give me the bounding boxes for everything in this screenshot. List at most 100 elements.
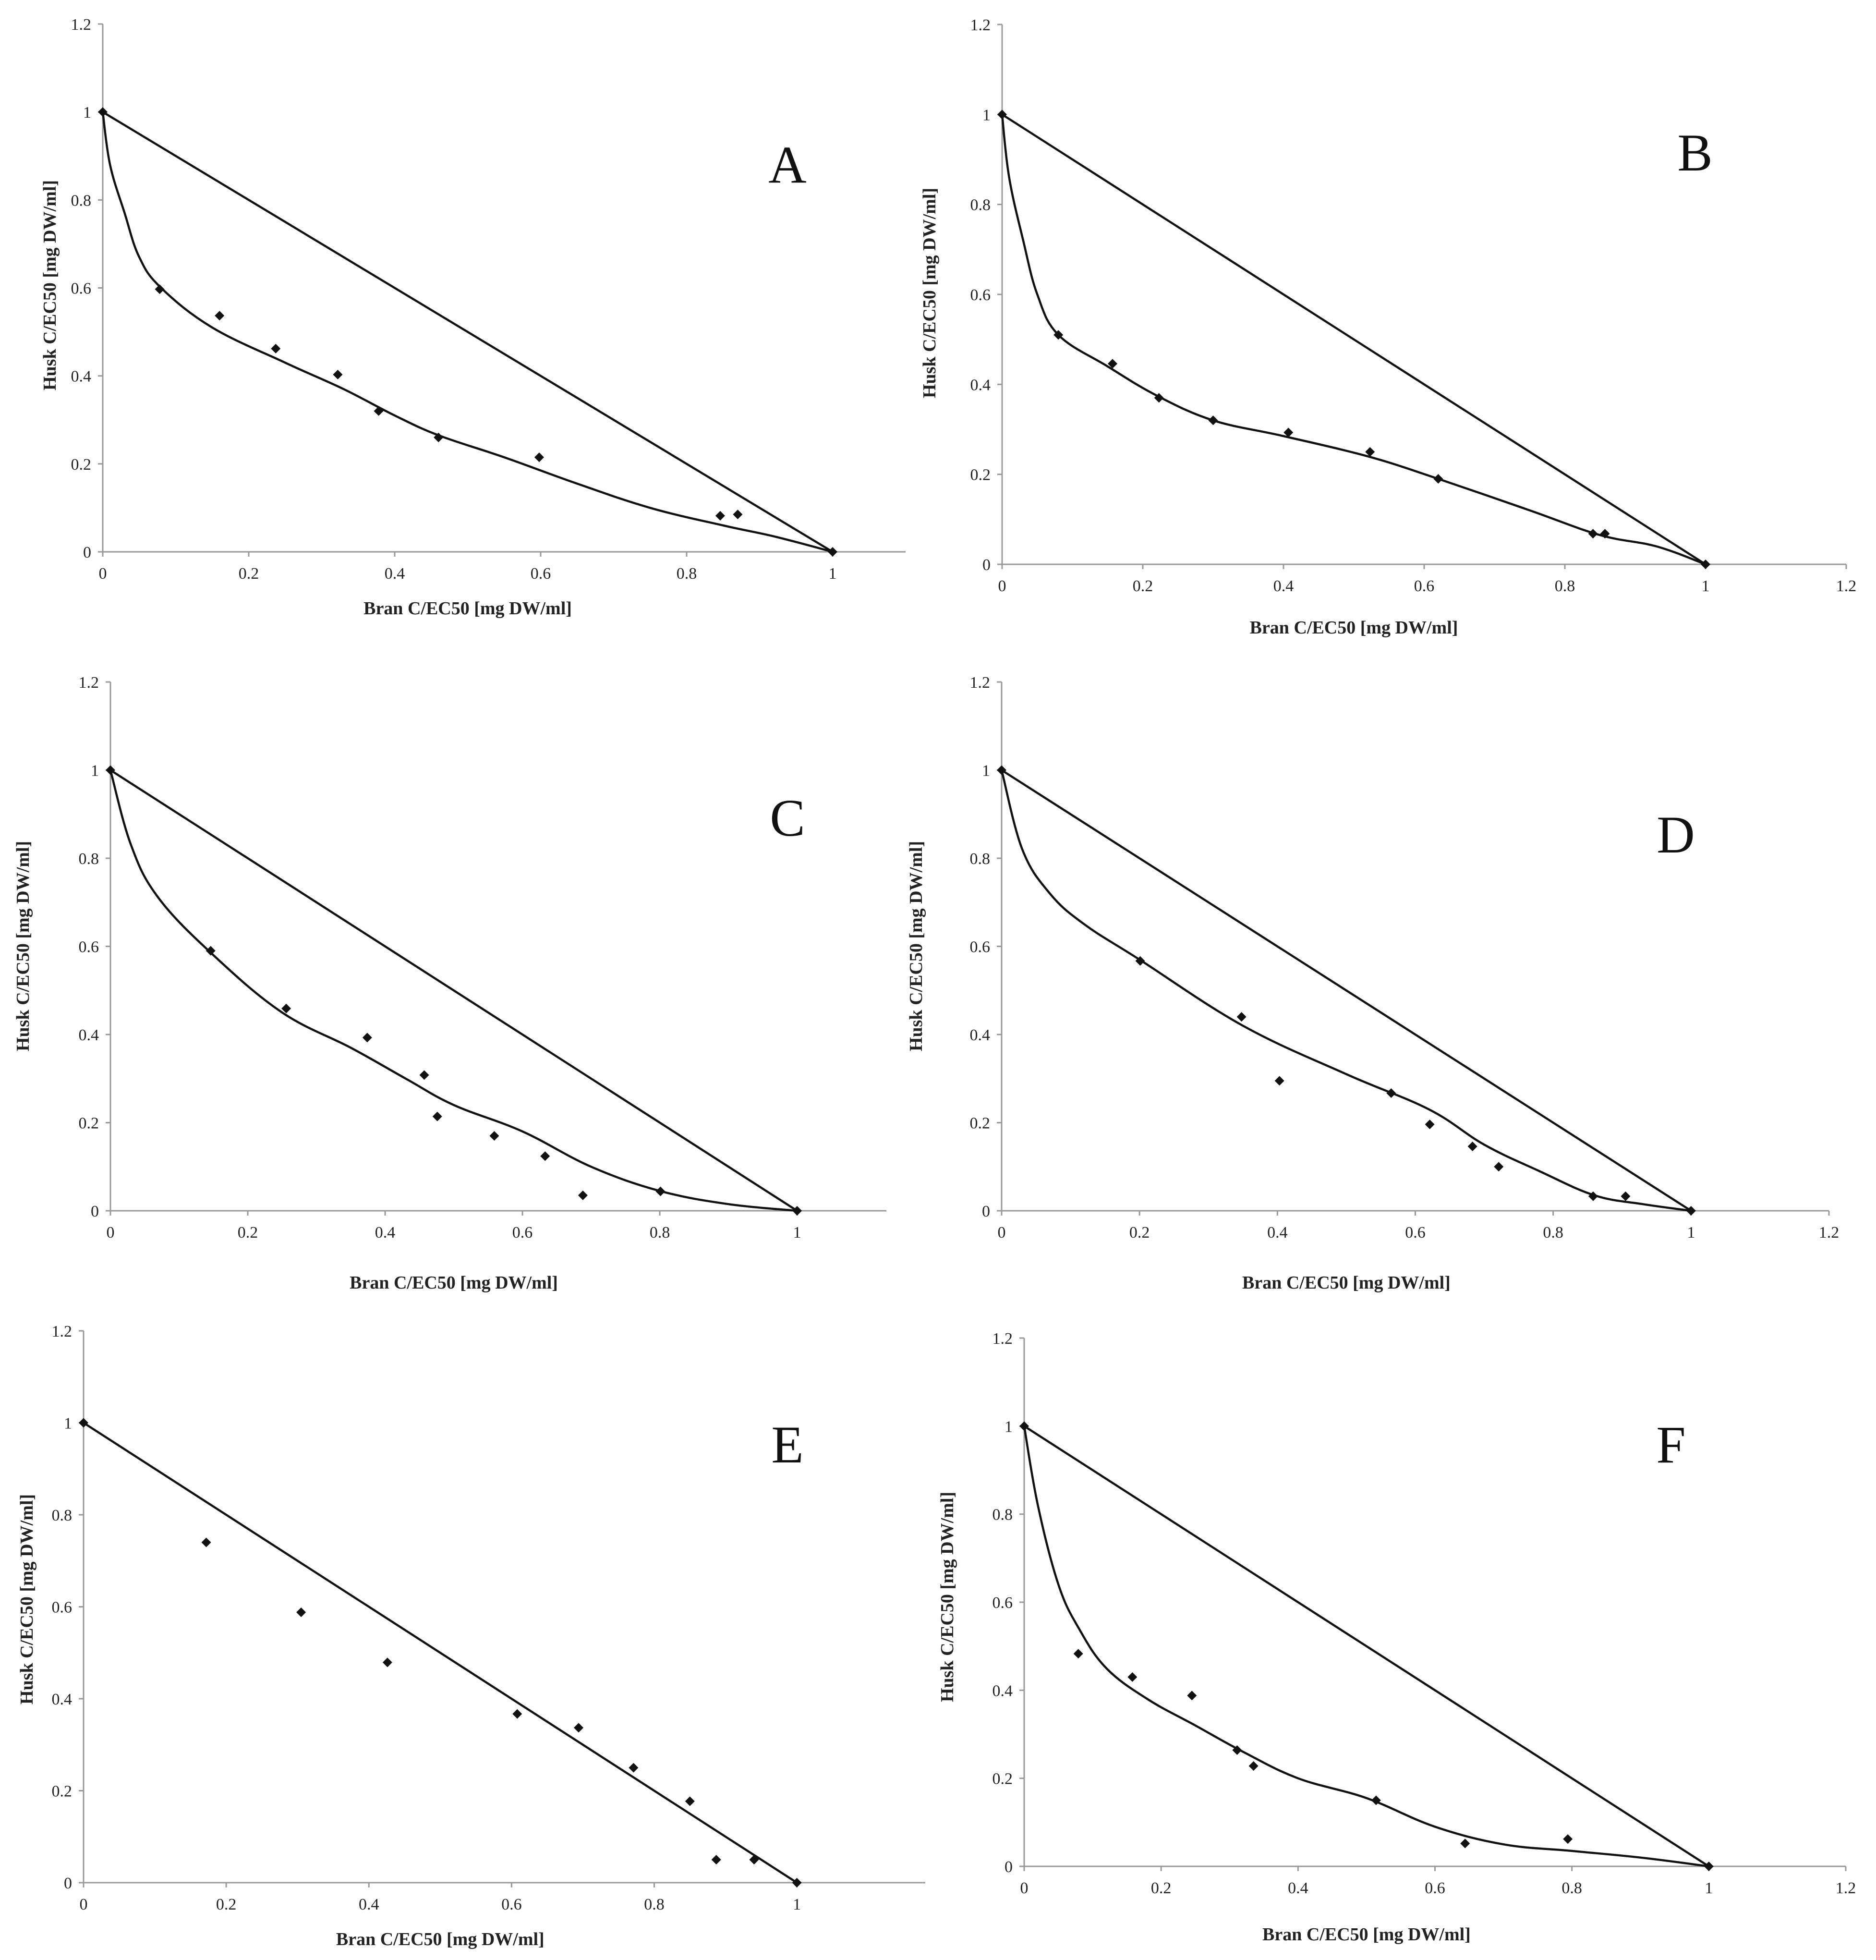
data-point <box>792 1878 802 1887</box>
data-point <box>997 765 1006 775</box>
y-tick-label: 0 <box>91 1203 99 1220</box>
fitted-curve <box>1001 114 1706 566</box>
y-tick-label: 0.2 <box>79 1115 99 1132</box>
data-point <box>792 1206 802 1216</box>
x-tick-label: 0.8 <box>644 1896 665 1913</box>
y-tick-label: 1.2 <box>52 1323 73 1340</box>
fitted-curve <box>101 111 833 553</box>
data-point <box>1154 393 1164 403</box>
x-axis-label: Bran C/EC50 [mg DW/ml] <box>336 1929 545 1949</box>
y-tick-label: 0.8 <box>970 850 991 868</box>
x-tick-label: 1 <box>829 565 837 583</box>
panel-A: 0 0.2 0.4 0.6 0.8 1 0 0.2 0.4 0.6 0.8 1 1.2 Bran C/EC… <box>40 16 906 619</box>
panel-letter: D <box>1657 805 1694 864</box>
additivity-line <box>109 769 798 1212</box>
y-tick-label: 1 <box>982 762 990 780</box>
x-tick-label: 0.2 <box>1133 577 1153 595</box>
x-tick-label: 1.2 <box>1836 1879 1856 1897</box>
data-point <box>1386 1088 1396 1098</box>
x-tick-label: 0.2 <box>1151 1879 1172 1897</box>
y-tick-label: 1 <box>64 1415 72 1433</box>
y-tick-label: 0.8 <box>52 1507 73 1524</box>
data-point <box>201 1537 211 1547</box>
panel-letter: A <box>768 135 806 194</box>
data-point <box>715 511 725 521</box>
data-point <box>1127 1672 1138 1682</box>
y-tick-label: 0.4 <box>970 1026 991 1044</box>
data-point <box>1236 1012 1247 1022</box>
y-axis-label: Husk C/EC50 [mg DW/ml] <box>906 841 926 1051</box>
data-point <box>997 110 1007 120</box>
panel-F: 0 0.2 0.4 0.6 0.8 1 1.2 0 0.2 0.4 0.6 0.8 1 1.2 Bran C… <box>937 1330 1856 1945</box>
x-tick-label: 0.2 <box>238 1224 258 1242</box>
panel-letter: E <box>771 1415 803 1474</box>
y-axis-label: Husk C/EC50 [mg DW/ml] <box>13 841 33 1051</box>
y-tick-label: 0.2 <box>970 1115 991 1132</box>
data-point <box>296 1607 306 1617</box>
x-tick-label: 0.4 <box>1288 1879 1308 1897</box>
data-point <box>489 1131 499 1141</box>
x-tick-label: 0.6 <box>501 1896 522 1913</box>
x-tick-label: 0.4 <box>1267 1224 1288 1242</box>
y-tick-label: 0.4 <box>52 1691 73 1708</box>
data-point <box>281 1003 291 1013</box>
x-tick-label: 0.8 <box>1555 577 1575 595</box>
y-tick-label: 1.2 <box>71 16 92 34</box>
data-point <box>1371 1795 1381 1805</box>
x-tick-label: 0 <box>998 1224 1006 1242</box>
x-tick-label: 0.8 <box>1543 1224 1563 1242</box>
y-axis-label: Husk C/EC50 [mg DW/ml] <box>937 1492 957 1702</box>
data-point <box>206 946 216 956</box>
data-point <box>271 343 281 353</box>
x-tick-label: 0.6 <box>1405 1224 1426 1242</box>
additivity-line <box>1001 113 1707 565</box>
data-point <box>374 406 384 416</box>
data-point <box>1108 359 1118 369</box>
y-tick-label: 0.8 <box>79 850 99 868</box>
x-tick-label: 0.4 <box>375 1224 396 1242</box>
x-tick-label: 0 <box>998 577 1006 595</box>
y-tick-label: 0 <box>1005 1858 1013 1876</box>
data-point <box>1467 1142 1477 1152</box>
data-point <box>432 1111 442 1121</box>
data-point <box>1283 427 1294 438</box>
additivity-line <box>83 1422 798 1884</box>
y-tick-label: 1 <box>83 104 91 122</box>
data-point <box>749 1855 759 1865</box>
data-point <box>629 1763 639 1773</box>
panel-D: 0 0.2 0.4 0.6 0.8 1 1.2 0 0.2 0.4 0.6 0.8 1 1.2 Bran C… <box>906 674 1839 1293</box>
y-axis-label: Husk C/EC50 [mg DW/ml] <box>17 1494 37 1704</box>
data-point <box>1563 1834 1573 1844</box>
y-tick-label: 0.4 <box>71 368 92 386</box>
data-point <box>711 1855 721 1865</box>
x-axis-label: Bran C/EC50 [mg DW/ml] <box>1262 1924 1471 1945</box>
x-axis-label: Bran C/EC50 [mg DW/ml] <box>1250 618 1458 638</box>
y-axis-label: Husk C/EC50 [mg DW/ml] <box>920 188 940 398</box>
y-tick-label: 0 <box>83 544 91 561</box>
y-tick-label: 0.4 <box>992 1682 1013 1700</box>
data-point <box>106 765 115 775</box>
x-tick-label: 0.6 <box>1414 577 1435 595</box>
data-point <box>1686 1206 1696 1216</box>
data-point <box>155 284 165 294</box>
data-point <box>733 510 743 520</box>
data-point <box>362 1033 372 1043</box>
x-tick-label: 0 <box>80 1896 88 1913</box>
x-tick-label: 0.8 <box>650 1224 670 1242</box>
data-point <box>1704 1862 1714 1871</box>
x-tick-label: 1 <box>793 1896 801 1913</box>
data-point <box>1600 529 1610 539</box>
data-point <box>333 369 343 379</box>
data-point <box>434 432 444 442</box>
data-point <box>1248 1761 1259 1771</box>
panel-letter: C <box>770 789 805 847</box>
y-tick-label: 0.4 <box>970 376 991 394</box>
x-tick-label: 1.2 <box>1819 1224 1840 1242</box>
data-point <box>1274 1076 1284 1086</box>
data-point <box>1073 1649 1083 1659</box>
x-tick-label: 0.6 <box>531 565 551 583</box>
x-axis-label: Bran C/EC50 [mg DW/ml] <box>350 1273 558 1293</box>
x-tick-label: 0 <box>99 565 107 583</box>
data-point <box>512 1709 522 1719</box>
x-tick-label: 0.4 <box>359 1896 379 1913</box>
